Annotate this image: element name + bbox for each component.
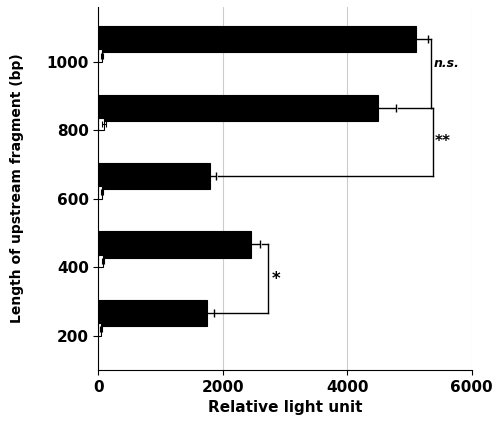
Text: **: ** <box>435 134 451 149</box>
Text: *: * <box>272 270 280 288</box>
Bar <box>98 300 208 326</box>
Y-axis label: Length of upstream fragment (bp): Length of upstream fragment (bp) <box>10 54 24 323</box>
Text: n.s.: n.s. <box>434 57 460 70</box>
Bar <box>98 49 102 62</box>
Bar <box>98 118 104 130</box>
Bar <box>98 26 415 52</box>
Bar <box>98 232 251 257</box>
Bar <box>98 95 378 121</box>
X-axis label: Relative light unit: Relative light unit <box>208 400 362 415</box>
Bar <box>98 186 102 199</box>
Bar <box>98 323 101 335</box>
Bar <box>98 163 210 189</box>
Bar <box>98 255 103 267</box>
